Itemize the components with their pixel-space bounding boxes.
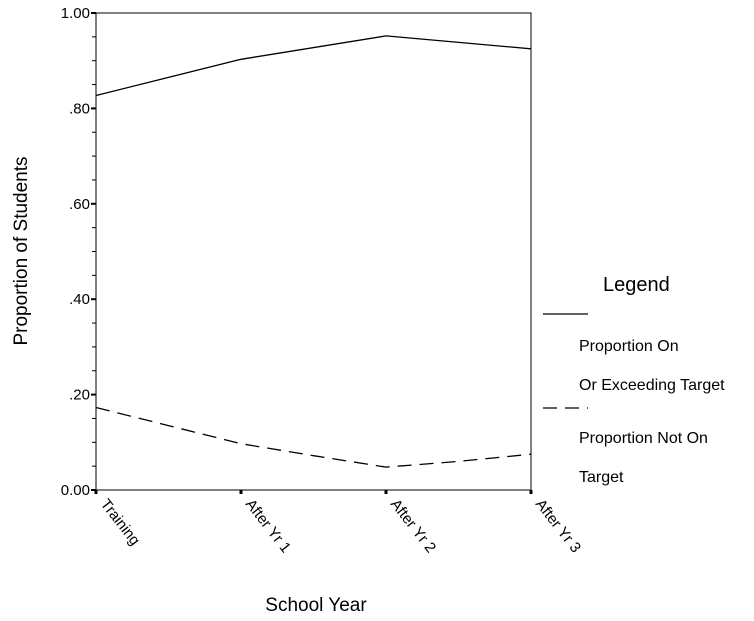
x-tick-label: After Yr 3 — [532, 496, 584, 556]
y-tick-label: .20 — [69, 387, 90, 404]
plot-frame — [95, 12, 532, 491]
legend-entry-2-line-1: Proportion Not On — [579, 430, 708, 447]
series-line-1 — [95, 35, 532, 97]
series-layer — [95, 35, 532, 468]
y-tick-label: .60 — [69, 196, 90, 213]
legend: Legend Proportion On Or Exceeding Target… — [543, 274, 725, 486]
y-axis-title: Proportion of Students — [11, 156, 32, 345]
y-axis: 0.00 .20 .40 .60 .80 1.00 — [61, 5, 96, 499]
series-line-2 — [95, 406, 532, 468]
y-tick-label: .80 — [69, 100, 90, 117]
legend-entry-2-line-2: Target — [579, 469, 624, 486]
y-tick-label: .40 — [69, 291, 90, 308]
x-axis: Training After Yr 1 After Yr 2 After Yr 3 — [94, 490, 584, 556]
y-tick-label: 0.00 — [61, 482, 90, 499]
x-tick-label: Training — [97, 496, 143, 549]
x-tick-label: After Yr 1 — [242, 496, 294, 556]
y-tick-label: 1.00 — [61, 5, 90, 22]
legend-title: Legend — [603, 274, 670, 296]
x-tick-label: After Yr 2 — [387, 496, 439, 556]
legend-entry-1-line-2: Or Exceeding Target — [579, 377, 725, 394]
legend-entry-1-line-1: Proportion On — [579, 338, 679, 355]
x-axis-title: School Year — [265, 595, 367, 616]
